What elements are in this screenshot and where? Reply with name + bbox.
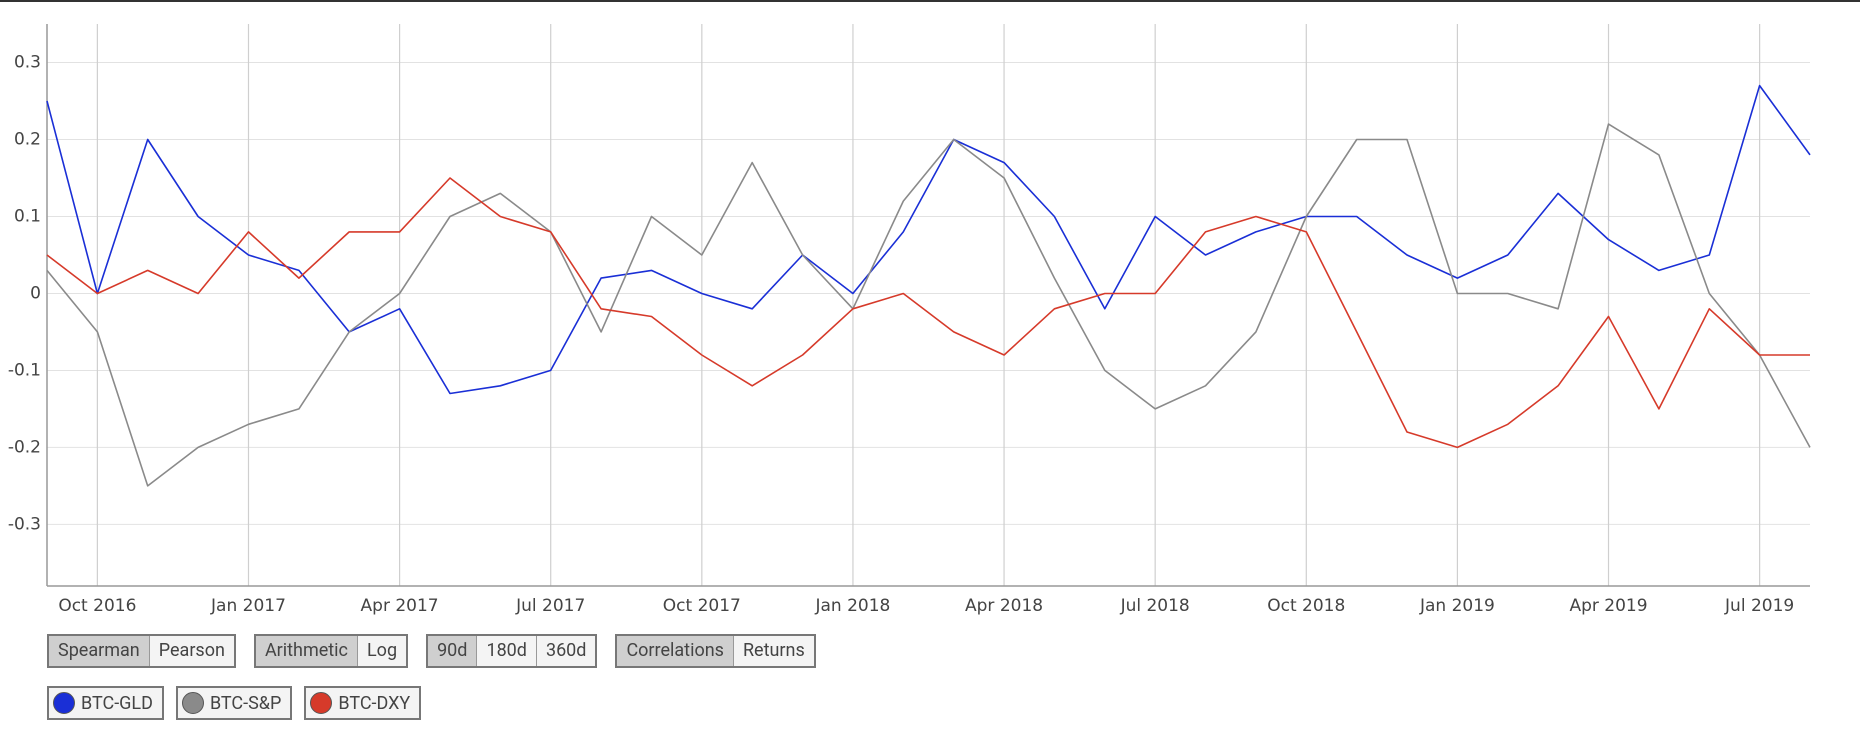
series-line xyxy=(46,84,1811,395)
legend: BTC-GLD BTC-S&P BTC-DXY xyxy=(47,686,422,720)
legend-label: BTC-DXY xyxy=(338,692,411,714)
y-tick-label: 0 xyxy=(30,283,41,303)
toggle-button[interactable]: Correlations xyxy=(617,636,734,666)
toggle-button[interactable]: Log xyxy=(357,636,407,666)
toggle-button[interactable]: Pearson xyxy=(149,636,234,666)
toggle-button[interactable]: Spearman xyxy=(49,636,150,666)
x-tick-label: Apr 2019 xyxy=(1569,596,1647,616)
y-tick-label: -0.3 xyxy=(8,514,41,534)
y-tick-label: -0.1 xyxy=(8,360,41,380)
x-tick-label: Oct 2016 xyxy=(58,596,136,616)
x-tick-label: Jan 2017 xyxy=(210,596,286,616)
x-tick-label: Jan 2018 xyxy=(815,596,891,616)
x-tick-label: Apr 2018 xyxy=(965,596,1043,616)
toggle-button[interactable]: 90d xyxy=(428,636,478,666)
x-tick-label: Jan 2019 xyxy=(1419,596,1495,616)
chart: -0.3 -0.2 -0.1 0 0.1 0.2 0.3 Oct 2016 Jan 2017 Ap… xyxy=(0,0,1860,616)
button-group: 90d 180d 360d xyxy=(426,634,598,668)
legend-swatch xyxy=(181,692,204,714)
legend-swatch xyxy=(310,692,333,714)
toggle-button[interactable]: Arithmetic xyxy=(255,636,358,666)
series-line xyxy=(46,123,1811,487)
x-tick-label: Jul 2018 xyxy=(1120,596,1190,616)
toggle-button[interactable]: 360d xyxy=(536,636,596,666)
x-tick-label: Jul 2017 xyxy=(515,596,585,616)
legend-swatch xyxy=(53,692,75,714)
legend-label: BTC-GLD xyxy=(81,692,153,714)
top-border xyxy=(0,0,1860,2)
legend-entry[interactable]: BTC-DXY xyxy=(304,686,422,720)
button-group: Spearman Pearson xyxy=(47,634,236,668)
x-tick-label: Jul 2019 xyxy=(1724,596,1794,616)
legend-label: BTC-S&P xyxy=(209,692,282,714)
legend-entry[interactable]: BTC-GLD xyxy=(47,686,164,720)
series-line xyxy=(46,177,1810,449)
button-group: Arithmetic Log xyxy=(253,634,409,668)
y-tick-label: 0.1 xyxy=(14,206,41,226)
y-tick-label: 0.3 xyxy=(14,52,41,72)
y-tick-label: 0.2 xyxy=(14,129,41,149)
y-tick-label: -0.2 xyxy=(8,437,41,457)
toggle-button[interactable]: 180d xyxy=(477,636,537,666)
button-group: Correlations Returns xyxy=(615,634,816,668)
controls: Spearman Pearson Arithmetic Log 90d 180d 360d C… xyxy=(47,634,816,668)
legend-entry[interactable]: BTC-S&P xyxy=(175,686,293,720)
toggle-button[interactable]: Returns xyxy=(733,636,814,666)
x-tick-label: Apr 2017 xyxy=(361,596,439,616)
x-tick-label: Oct 2018 xyxy=(1267,596,1345,616)
x-tick-label: Oct 2017 xyxy=(663,596,741,616)
